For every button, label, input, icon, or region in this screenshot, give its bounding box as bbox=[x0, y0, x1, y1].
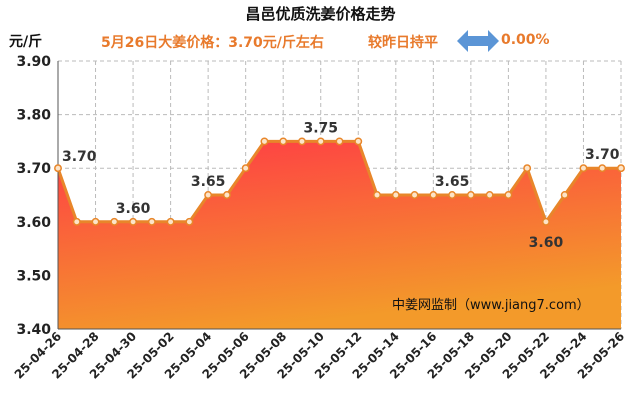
data-point bbox=[598, 164, 607, 173]
data-point bbox=[260, 137, 269, 146]
data-point bbox=[448, 191, 457, 199]
data-point bbox=[410, 191, 419, 199]
data-point bbox=[279, 137, 288, 146]
data-label: 3.65 bbox=[191, 174, 226, 190]
data-point bbox=[373, 191, 381, 199]
data-point bbox=[391, 191, 400, 199]
data-point bbox=[72, 217, 81, 226]
data-point bbox=[579, 164, 588, 173]
data-point bbox=[204, 191, 213, 199]
watermark: 中姜网监制（www.jiang7.com） bbox=[392, 298, 590, 313]
y-axis-unit: 元/斤 bbox=[9, 34, 43, 50]
data-labels: 3.70 3.60 3.65 3.75 3.65 3.60 3.70 bbox=[62, 120, 620, 250]
data-point bbox=[241, 164, 250, 173]
data-point bbox=[110, 217, 119, 226]
data-point bbox=[185, 217, 194, 226]
data-point bbox=[298, 137, 306, 146]
y-tick-label: 3.40 bbox=[16, 322, 51, 338]
data-point bbox=[541, 217, 550, 226]
x-tick-labels: 25-04-2625-04-2825-04-3025-05-0225-05-04… bbox=[12, 329, 627, 381]
data-label: 3.75 bbox=[303, 120, 338, 136]
data-point bbox=[316, 137, 325, 146]
change-percent: 0.00% bbox=[501, 32, 550, 48]
y-tick-label: 3.90 bbox=[16, 54, 51, 70]
chart-title: 昌邑优质洗姜价格走势 bbox=[245, 5, 396, 23]
data-point bbox=[335, 137, 344, 146]
data-label: 3.60 bbox=[529, 235, 564, 251]
data-point bbox=[354, 137, 363, 146]
change-label: 较昨日持平 bbox=[368, 35, 438, 51]
y-tick-labels: 3.40 3.50 3.60 3.70 3.80 3.90 bbox=[16, 54, 51, 338]
data-point bbox=[54, 164, 62, 173]
area-fill bbox=[58, 141, 621, 329]
data-label: 3.70 bbox=[62, 149, 97, 165]
double-arrow-icon bbox=[457, 30, 499, 52]
data-point bbox=[466, 191, 475, 199]
data-point bbox=[222, 191, 231, 199]
data-label: 3.70 bbox=[585, 147, 620, 163]
data-point bbox=[560, 191, 569, 199]
data-point bbox=[147, 217, 156, 226]
data-point bbox=[523, 164, 532, 173]
data-markers bbox=[54, 137, 625, 226]
price-subtitle: 5月26日大姜价格：3.70元/斤左右 bbox=[101, 35, 324, 51]
data-point bbox=[129, 217, 138, 226]
data-point bbox=[166, 217, 175, 226]
axes bbox=[57, 61, 621, 330]
data-point bbox=[429, 191, 438, 199]
data-point bbox=[485, 191, 494, 199]
y-tick-label: 3.60 bbox=[16, 215, 51, 231]
data-point bbox=[504, 191, 513, 199]
data-point bbox=[91, 217, 100, 226]
data-label: 3.65 bbox=[435, 174, 470, 190]
y-tick-label: 3.50 bbox=[16, 268, 51, 284]
data-point bbox=[617, 164, 625, 173]
y-tick-label: 3.70 bbox=[16, 161, 51, 177]
data-label: 3.60 bbox=[116, 201, 151, 217]
y-tick-label: 3.80 bbox=[16, 108, 51, 124]
